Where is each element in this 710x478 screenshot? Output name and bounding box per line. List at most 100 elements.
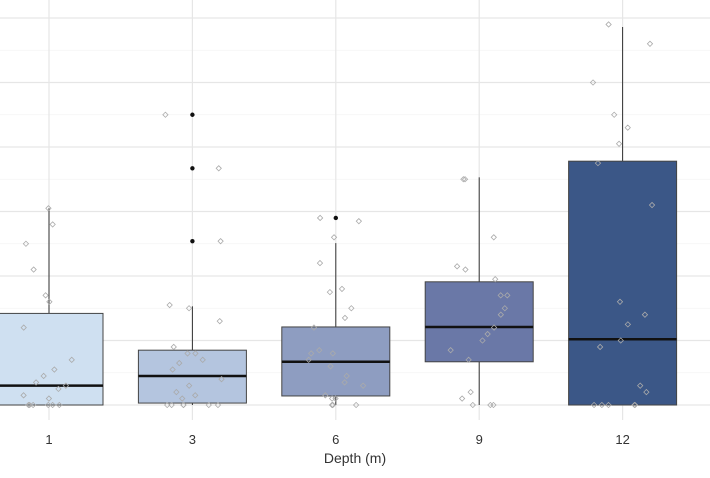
jitter-point	[205, 401, 212, 409]
jitter-point	[327, 363, 334, 370]
jitter-point	[484, 330, 491, 338]
jitter-point	[168, 401, 175, 409]
box	[568, 160, 678, 406]
jitter-point	[322, 392, 329, 399]
jitter-point	[460, 176, 467, 183]
jitter-point	[22, 240, 30, 247]
jitter-point	[492, 276, 499, 283]
jitter-point	[359, 382, 367, 389]
jitter-point	[20, 324, 27, 331]
jitter-point	[501, 305, 508, 312]
jitter-point	[30, 266, 37, 273]
jitter-point	[45, 205, 52, 212]
box	[0, 312, 104, 406]
jitter-point	[490, 401, 497, 409]
jitter-point	[490, 324, 498, 331]
x-tick-label: 3	[189, 432, 196, 447]
jitter-point	[343, 372, 350, 380]
jitter-point	[214, 401, 222, 409]
jitter-point	[40, 372, 47, 380]
jitter-point	[216, 317, 223, 325]
jitter-point	[68, 356, 75, 364]
jitter-point	[49, 221, 56, 228]
x-tick-label: 6	[332, 432, 339, 447]
jitter-point	[29, 401, 37, 409]
jitter-point	[589, 79, 597, 86]
outlier-point	[190, 166, 195, 171]
jitter-point	[458, 395, 466, 402]
jitter-point	[341, 314, 349, 322]
jitter-point	[641, 311, 649, 318]
jitter-point	[355, 218, 363, 225]
jitter-point	[49, 401, 56, 409]
jitter-point	[162, 111, 169, 118]
jitter-point	[453, 263, 461, 270]
jitter-point	[184, 350, 191, 357]
jitter-point	[624, 124, 631, 131]
jitter-point	[605, 401, 612, 409]
jitter-point	[497, 292, 504, 299]
jitter-point	[504, 292, 511, 299]
jitter-point	[328, 395, 336, 402]
jitter-point	[594, 159, 602, 167]
boxes	[0, 27, 678, 406]
jitter-point	[185, 305, 193, 312]
jitter-point	[490, 234, 497, 241]
jitter-point	[637, 382, 644, 389]
jitter-point	[465, 356, 472, 364]
jitter-point	[46, 298, 53, 305]
jitter-point	[305, 356, 312, 364]
jitter-point	[166, 301, 173, 309]
x-axis-label: Depth (m)	[324, 450, 386, 466]
jitter-point	[447, 347, 454, 354]
x-tick-label: 12	[615, 432, 629, 447]
jitter-point	[185, 382, 193, 389]
jitter-point	[55, 385, 62, 393]
box	[424, 281, 534, 363]
jitter-point	[20, 392, 27, 399]
jitter-point	[646, 40, 654, 47]
jitter-point	[332, 395, 339, 402]
jitter-point	[192, 392, 199, 399]
jitter-point	[215, 165, 222, 172]
outlier-point	[333, 215, 338, 221]
jitter-point	[176, 359, 183, 367]
jitter-point	[611, 111, 618, 118]
jitter-point	[218, 376, 225, 383]
jitter-point	[51, 366, 58, 373]
jitter-point	[45, 401, 52, 409]
jitter-point	[487, 401, 494, 409]
jitter-point	[310, 324, 318, 331]
jitter-point	[329, 350, 336, 357]
jitter-point	[326, 288, 334, 296]
jitter-point	[648, 201, 656, 209]
jitter-point	[330, 234, 338, 241]
jitter-point	[615, 140, 623, 147]
jitter-point	[467, 388, 474, 396]
jitter-point	[45, 395, 53, 402]
x-tick-label: 1	[45, 432, 52, 447]
x-tick-label: 9	[476, 432, 483, 447]
jitter-point	[164, 401, 171, 409]
jitter-point	[316, 259, 324, 267]
x-tick-labels: 1 3 6 9 12	[45, 432, 629, 447]
jitter-point	[596, 343, 604, 351]
jitter-point	[316, 347, 323, 354]
jitter-point	[179, 395, 186, 402]
jitter-point	[631, 401, 638, 409]
jitter-points	[20, 21, 656, 409]
jitter-point	[56, 401, 63, 409]
jitter-point	[348, 305, 355, 312]
jitter-point	[352, 401, 360, 409]
jitter-point	[192, 350, 199, 357]
outlier-point	[190, 112, 195, 117]
jitter-point	[341, 379, 348, 386]
jitter-point	[32, 379, 40, 386]
jitter-point	[605, 21, 612, 28]
jitter-point	[590, 401, 598, 409]
jitter-point	[497, 311, 504, 318]
jitter-point	[479, 337, 486, 344]
jitter-point	[598, 401, 606, 409]
jitter-point	[199, 356, 206, 364]
